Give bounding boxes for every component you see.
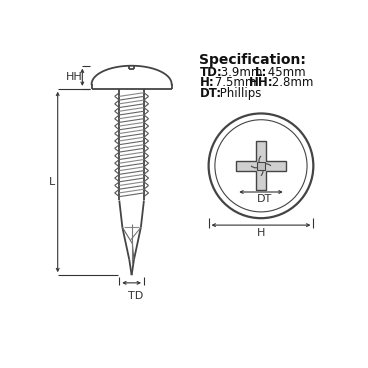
Text: 7.5mm: 7.5mm: [211, 77, 260, 89]
Text: L: L: [49, 177, 55, 187]
Polygon shape: [236, 141, 286, 191]
Text: 2.8mm: 2.8mm: [268, 77, 313, 89]
Text: TD: TD: [128, 291, 143, 301]
Text: L:: L:: [255, 66, 267, 79]
Text: H: H: [257, 228, 265, 238]
Text: DT: DT: [256, 194, 272, 204]
Text: DT:: DT:: [199, 87, 222, 100]
Text: TD:: TD:: [199, 66, 222, 79]
Text: Specification:: Specification:: [199, 53, 306, 67]
Text: HH:: HH:: [248, 77, 273, 89]
Text: HH: HH: [66, 72, 83, 82]
Text: Phillips: Phillips: [216, 87, 262, 100]
Text: 3.9mm: 3.9mm: [217, 66, 266, 79]
Bar: [257, 162, 265, 170]
Text: H:: H:: [199, 77, 214, 89]
Text: 45mm: 45mm: [264, 66, 306, 79]
